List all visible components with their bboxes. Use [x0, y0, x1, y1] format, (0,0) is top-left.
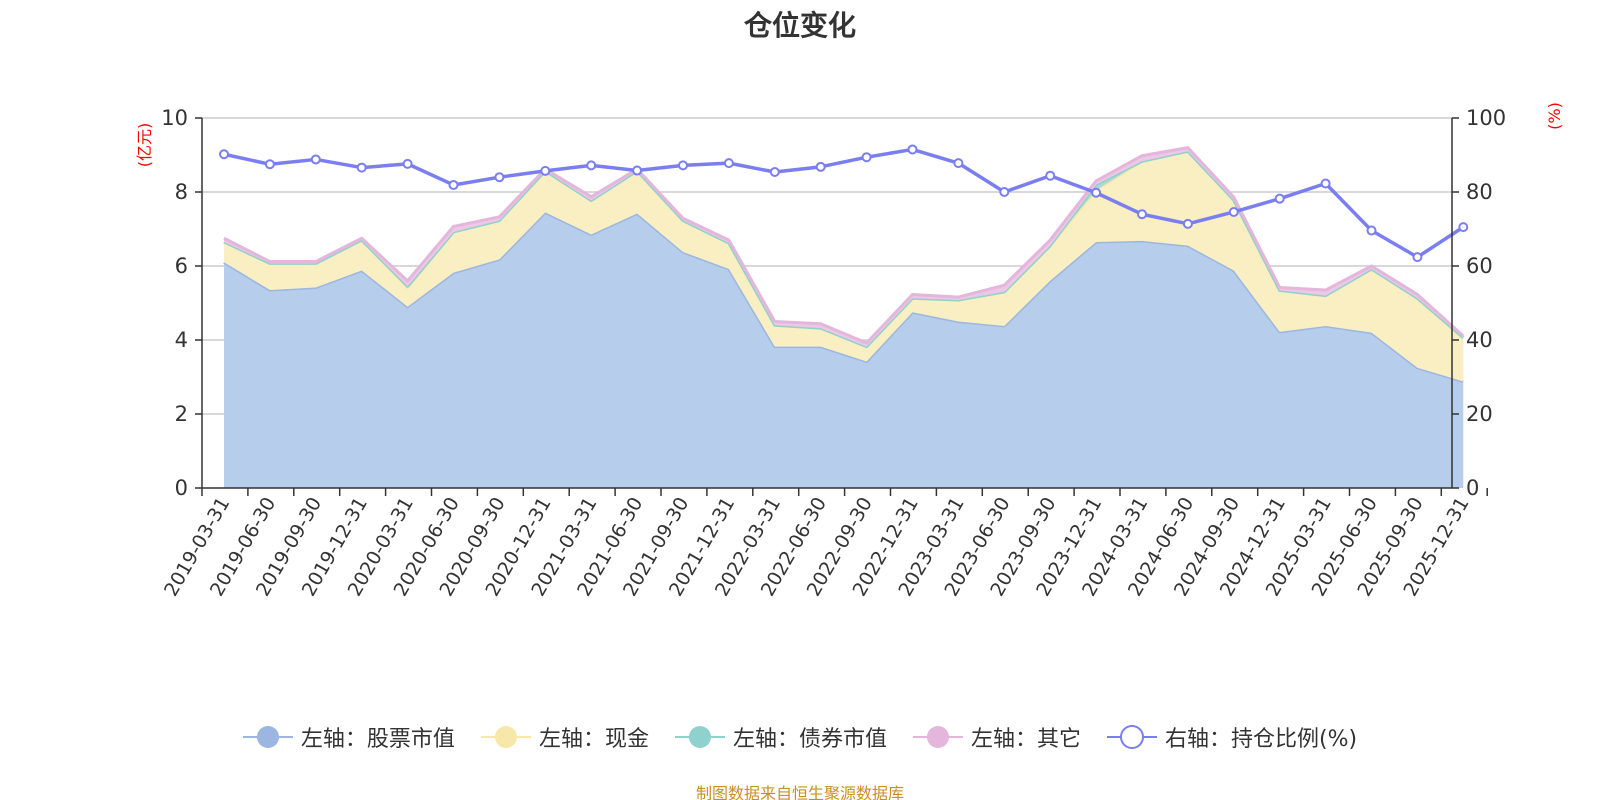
- ratio-point: [356, 162, 367, 173]
- legend-label-ratio: 右轴：持仓比例(%): [1164, 727, 1358, 752]
- ratio-point: [1366, 225, 1377, 236]
- ratio-point: [494, 172, 505, 183]
- legend-item-ratio[interactable]: 右轴：持仓比例(%): [1106, 721, 1358, 753]
- ratio-point: [632, 165, 643, 176]
- area-series-1: [224, 151, 1464, 382]
- left-tick-label: 4: [175, 328, 188, 352]
- right-tick-label: 0: [1466, 476, 1479, 500]
- legend-label-cash: 左轴：现金: [538, 727, 649, 752]
- area-series-0: [224, 212, 1464, 488]
- right-tick-label: 80: [1466, 180, 1493, 204]
- right-tick-label: 20: [1466, 402, 1493, 426]
- area-series-line-3: [223, 146, 1465, 345]
- legend-item-stock[interactable]: 左轴：股票市值: [242, 721, 455, 753]
- legend-item-other[interactable]: 左轴：其它: [912, 721, 1081, 753]
- legend: 左轴：股票市值 左轴：现金 左轴：债券市值 左轴：其它 右轴：持仓比例(%): [0, 720, 1600, 754]
- source-note: 制图数据来自恒生聚源数据库: [695, 784, 904, 800]
- legend-item-cash[interactable]: 左轴：现金: [480, 721, 649, 753]
- ratio-point: [769, 167, 780, 178]
- legend-cash-marker-icon: [480, 726, 531, 748]
- chart-title: 仓位变化: [743, 9, 856, 42]
- legend-bond-marker-icon: [674, 726, 725, 748]
- ratio-point: [1412, 252, 1423, 263]
- ratio-point: [1458, 222, 1469, 233]
- ratio-point: [1274, 193, 1285, 204]
- ratio-point: [953, 158, 964, 169]
- ratio-point: [264, 159, 275, 170]
- ratio-point: [678, 160, 688, 171]
- left-tick-label: 0: [175, 476, 188, 500]
- ratio-point: [540, 165, 551, 176]
- ratio-point: [402, 158, 413, 169]
- ratio-point: [1320, 178, 1331, 189]
- left-axis-unit: (亿元): [135, 123, 154, 168]
- legend-label-other: 左轴：其它: [970, 727, 1081, 752]
- ratio-point: [1091, 187, 1102, 198]
- ratio-point: [448, 179, 459, 190]
- right-tick-label: 60: [1466, 254, 1493, 278]
- legend-item-bond[interactable]: 左轴：债券市值: [674, 721, 887, 753]
- ratio-point: [1182, 218, 1193, 229]
- left-tick-label: 6: [175, 254, 188, 278]
- ratio-point: [1228, 206, 1239, 217]
- ratio-point: [310, 154, 321, 165]
- ratio-point: [999, 187, 1010, 197]
- legend-other-marker-icon: [912, 726, 963, 748]
- left-tick-label: 10: [161, 106, 188, 130]
- ratio-point: [586, 160, 597, 171]
- left-tick-label: 2: [175, 402, 188, 426]
- ratio-series-line: [223, 147, 1465, 259]
- ratio-point: [907, 144, 918, 155]
- left-tick-label: 8: [175, 180, 188, 204]
- right-axis-unit: (%): [1545, 102, 1564, 130]
- ratio-point: [1137, 209, 1147, 220]
- ratio-point: [723, 158, 734, 169]
- legend-stock-marker-icon: [242, 726, 293, 748]
- legend-label-bond: 左轴：债券市值: [732, 727, 887, 752]
- legend-label-stock: 左轴：股票市值: [300, 727, 455, 752]
- ratio-point: [861, 152, 872, 163]
- right-tick-label: 100: [1466, 106, 1506, 130]
- ratio-point: [1045, 170, 1056, 181]
- ratio-line: [219, 144, 1469, 263]
- ratio-point: [815, 161, 826, 172]
- stacked-areas: [223, 146, 1465, 488]
- ratio-point: [219, 149, 229, 160]
- right-tick-label: 40: [1466, 328, 1493, 352]
- legend-ratio-marker-icon: [1106, 725, 1157, 749]
